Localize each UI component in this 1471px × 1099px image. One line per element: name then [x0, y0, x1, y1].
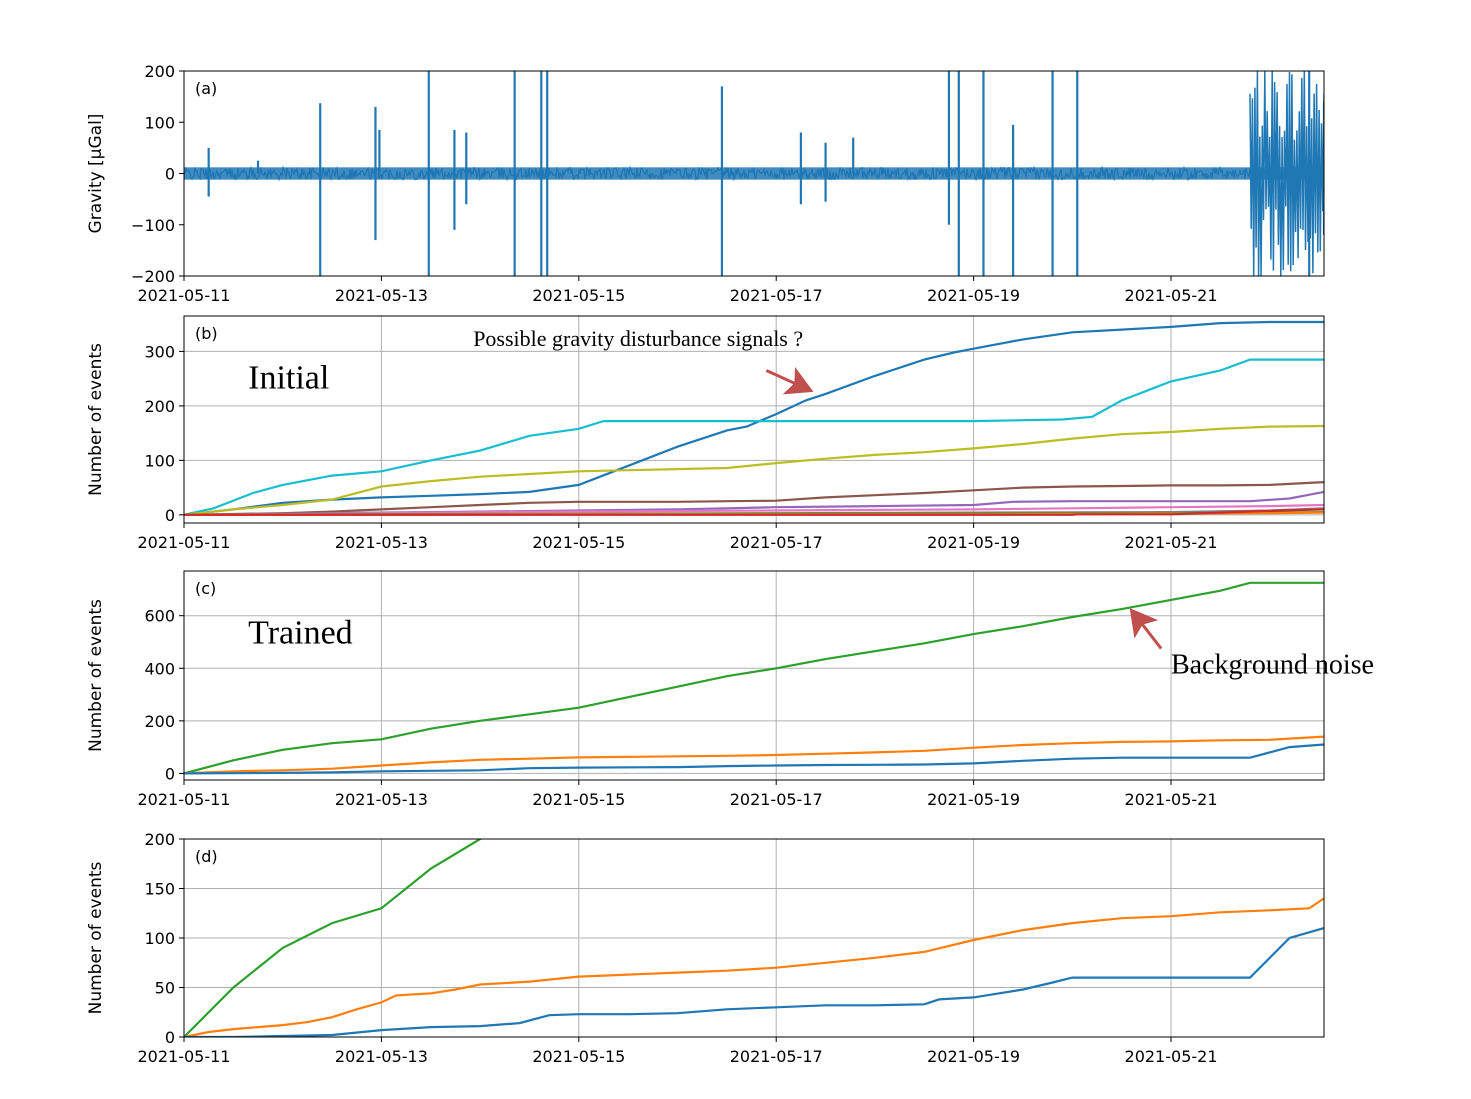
x-tick-label: 2021-05-13: [335, 533, 428, 552]
y-tick-label: 400: [144, 659, 175, 678]
series-line: [184, 481, 1324, 516]
x-tick-label: 2021-05-13: [335, 1047, 428, 1066]
x-tick-label: 2021-05-11: [138, 790, 231, 809]
y-axis-label: Gravity [μGal]: [86, 114, 106, 234]
x-tick-label: 2021-05-11: [138, 286, 231, 305]
y-tick-label: 100: [144, 929, 175, 948]
panel-label: (c): [195, 579, 216, 598]
panel-title-annotation: Initial: [248, 359, 329, 396]
series-line: [184, 735, 1324, 775]
y-tick-label: 200: [144, 712, 175, 731]
series-line: [184, 897, 1324, 1037]
x-tick-label: 2021-05-13: [335, 790, 428, 809]
x-tick-label: 2021-05-11: [138, 1047, 231, 1066]
y-axis-label: Number of events: [86, 599, 106, 752]
y-tick-label: −200: [131, 267, 175, 286]
y-axis-label: Number of events: [86, 343, 106, 496]
panel-1: 0 100 200 300 2021-05-11 2021-05-13 2021-05-15…: [86, 315, 1325, 552]
x-tick-label: 2021-05-15: [532, 1047, 625, 1066]
data-layer: [184, 320, 1324, 516]
y-tick-label: 200: [144, 62, 175, 81]
series-line: [184, 743, 1324, 775]
series-line: [184, 320, 1324, 516]
callout-text: Possible gravity disturbance signals ?: [473, 326, 803, 351]
x-tick-label: 2021-05-19: [927, 533, 1020, 552]
y-tick-label: 0: [165, 1028, 175, 1047]
x-tick-label: 2021-05-19: [927, 286, 1020, 305]
callout-arrow: [1129, 608, 1163, 650]
panel-2: 0 200 400 600 2021-05-11 2021-05-13 2021-05-15…: [86, 570, 1374, 809]
y-tick-label: −100: [131, 216, 175, 235]
panels: −200 −100 0 100 200 2021-05-11 2021-05-13 2021-…: [86, 62, 1374, 1066]
gravity-burst: [1249, 71, 1324, 276]
series-line: [184, 424, 1324, 516]
data-layer: [184, 581, 1324, 775]
x-tick-label: 2021-05-17: [730, 790, 823, 809]
series-line: [184, 358, 1324, 516]
y-axis-label: Number of events: [86, 861, 106, 1014]
axes-frame: [183, 570, 1325, 781]
x-tick-label: 2021-05-19: [927, 1047, 1020, 1066]
data-layer: [184, 71, 1324, 276]
noise-band: [184, 167, 1324, 180]
series-line: [184, 581, 1324, 775]
x-tick-label: 2021-05-15: [532, 790, 625, 809]
x-tick-label: 2021-05-21: [1125, 790, 1218, 809]
y-tick-label: 300: [144, 342, 175, 361]
x-tick-label: 2021-05-17: [730, 286, 823, 305]
y-tick-label: 100: [144, 451, 175, 470]
y-tick-label: 150: [144, 880, 175, 899]
axes-frame: [183, 315, 1325, 524]
x-tick-label: 2021-05-19: [927, 790, 1020, 809]
x-tick-label: 2021-05-13: [335, 286, 428, 305]
series-line: [184, 839, 483, 1037]
data-layer: [184, 839, 1324, 1037]
y-tick-label: 200: [144, 397, 175, 416]
series-line: [184, 927, 1324, 1037]
y-tick-label: 0: [165, 165, 175, 184]
panel-label: (a): [195, 79, 217, 98]
y-tick-label: 100: [144, 113, 175, 132]
y-tick-label: 0: [165, 506, 175, 525]
panel-title-annotation: Trained: [248, 614, 353, 651]
panel-label: (d): [195, 847, 218, 866]
y-tick-label: 200: [144, 830, 175, 849]
panel-3: 0 50 100 150 200 2021-05-11 2021-05-13 2021-05-…: [86, 830, 1325, 1066]
series-line: [184, 508, 1324, 516]
y-tick-label: 0: [165, 764, 175, 783]
x-tick-label: 2021-05-15: [532, 533, 625, 552]
x-tick-label: 2021-05-17: [730, 1047, 823, 1066]
y-tick-label: 50: [155, 979, 175, 998]
x-tick-label: 2021-05-21: [1125, 286, 1218, 305]
panel-label: (b): [195, 324, 218, 343]
x-tick-label: 2021-05-21: [1125, 1047, 1218, 1066]
x-tick-label: 2021-05-15: [532, 286, 625, 305]
y-tick-label: 600: [144, 607, 175, 626]
x-tick-label: 2021-05-21: [1125, 533, 1218, 552]
x-tick-label: 2021-05-17: [730, 533, 823, 552]
callout-text: Background noise: [1171, 650, 1374, 681]
panel-0: −200 −100 0 100 200 2021-05-11 2021-05-13 2021-…: [86, 62, 1325, 305]
x-tick-label: 2021-05-11: [138, 533, 231, 552]
callout-arrow: [765, 367, 814, 395]
